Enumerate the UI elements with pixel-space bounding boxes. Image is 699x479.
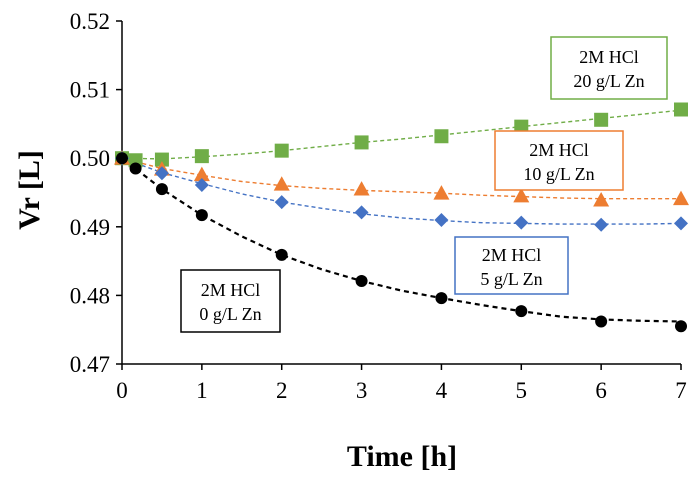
data-point-square (594, 112, 609, 127)
data-point-circle (355, 274, 368, 287)
annotation-line-1: 2M HCl (482, 245, 542, 265)
x-tick-label: 0 (116, 378, 128, 403)
data-point-square (514, 119, 529, 134)
annotation-line-2: 10 g/L Zn (523, 164, 594, 184)
data-point-triangle (193, 166, 210, 182)
annotation-line-2: 0 g/L Zn (199, 304, 261, 324)
data-points (114, 102, 689, 333)
data-point-diamond (274, 195, 289, 210)
y-axis-title: Vr [L] (13, 150, 46, 230)
data-point-circle (195, 209, 208, 222)
y-tick-label: 0.49 (70, 215, 110, 240)
data-point-circle (129, 162, 142, 175)
annotation-line-1: 2M HCl (201, 280, 261, 300)
data-point-triangle (513, 187, 530, 203)
y-tick-label: 0.50 (70, 146, 110, 171)
annotation-box-square: 2M HCl 20 g/L Zn (550, 36, 668, 100)
data-point-square (154, 152, 169, 167)
data-point-diamond (594, 217, 609, 232)
x-tick-label: 4 (436, 378, 448, 403)
x-tick-label: 6 (595, 378, 607, 403)
y-tick-label: 0.47 (70, 352, 110, 377)
data-point-square (354, 135, 369, 150)
trendline-square (121, 109, 682, 160)
annotation-frame (454, 236, 569, 295)
data-point-diamond (674, 216, 688, 231)
data-point-triangle (593, 192, 610, 207)
data-point-square (434, 129, 449, 144)
annotation-line-1: 2M HCl (529, 140, 589, 160)
data-point-circle (155, 183, 168, 196)
x-tick-label: 7 (675, 378, 687, 403)
data-point-circle (435, 292, 448, 305)
y-tick-label: 0.51 (70, 78, 110, 103)
x-axis-title: Time [h] (347, 440, 457, 473)
data-point-circle (595, 315, 608, 328)
data-point-square (674, 102, 688, 117)
data-point-circle (275, 248, 288, 261)
data-point-diamond (514, 215, 529, 230)
annotation-box-diamond: 2M HCl 5 g/L Zn (454, 236, 569, 295)
axes: 0 1 2 3 4 5 6 7 0.47 0.48 0.49 0.50 0.51 0.52 (70, 9, 687, 403)
annotation-line-1: 2M HCl (579, 47, 639, 67)
data-point-triangle (273, 176, 290, 191)
data-point-square (274, 143, 289, 158)
annotation-box-circle: 2M HCl 0 g/L Zn (180, 269, 281, 333)
annotation-frame (180, 269, 281, 333)
annotation-frame (550, 36, 668, 100)
data-point-diamond (354, 205, 369, 220)
x-tick-label: 5 (516, 378, 528, 403)
data-point-diamond (434, 212, 449, 227)
trendlines (121, 109, 682, 323)
x-tick-label: 2 (276, 378, 288, 403)
annotation-line-2: 20 g/L Zn (573, 71, 644, 91)
y-tick-label: 0.52 (70, 9, 110, 34)
data-point-triangle (433, 185, 450, 200)
annotation-frame (494, 130, 624, 191)
x-tick-label: 1 (196, 378, 208, 403)
data-point-circle (515, 305, 528, 318)
data-point-diamond (194, 177, 209, 192)
annotation-line-2: 5 g/L Zn (480, 269, 542, 289)
data-point-triangle (353, 181, 370, 196)
data-point-triangle (673, 190, 689, 206)
trendline-triangle (121, 157, 681, 200)
data-point-circle (675, 320, 687, 333)
annotation-box-triangle: 2M HCl 10 g/L Zn (494, 130, 624, 191)
data-point-diamond (154, 166, 169, 181)
annotations: 2M HCl 0 g/L Zn 2M HCl 5 g/L Zn 2M HCl 10 g/L… (180, 36, 668, 333)
data-point-circle (116, 152, 128, 165)
x-tick-label: 3 (356, 378, 368, 403)
y-tick-label: 0.48 (70, 283, 110, 308)
data-point-square (194, 149, 209, 164)
